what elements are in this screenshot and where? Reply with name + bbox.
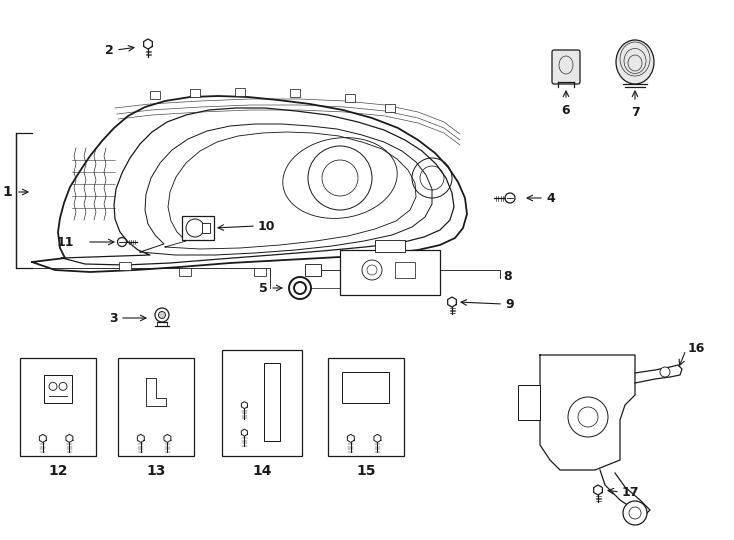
Circle shape — [623, 501, 647, 525]
Polygon shape — [594, 485, 603, 495]
Text: 9: 9 — [505, 298, 514, 310]
Bar — [150, 91, 160, 99]
Polygon shape — [540, 355, 635, 470]
Text: 4: 4 — [546, 192, 555, 205]
Ellipse shape — [616, 40, 654, 84]
Polygon shape — [164, 434, 171, 442]
Bar — [254, 268, 266, 276]
Bar — [328, 358, 404, 456]
Polygon shape — [32, 96, 467, 272]
Circle shape — [186, 219, 204, 237]
Bar — [385, 104, 395, 112]
Text: 3: 3 — [109, 312, 118, 325]
Text: 5: 5 — [259, 281, 268, 294]
Circle shape — [294, 282, 306, 294]
Text: 14: 14 — [252, 464, 272, 478]
Polygon shape — [241, 402, 247, 409]
Bar — [190, 89, 200, 97]
Bar — [375, 240, 405, 252]
Bar — [305, 264, 321, 276]
Polygon shape — [146, 379, 166, 406]
Bar — [264, 363, 280, 441]
Polygon shape — [66, 434, 73, 442]
Bar — [309, 265, 321, 273]
Text: 7: 7 — [631, 106, 639, 119]
Circle shape — [660, 367, 670, 377]
Bar — [182, 216, 214, 240]
Polygon shape — [241, 429, 247, 436]
Bar — [374, 258, 386, 266]
Bar — [202, 223, 210, 233]
Bar — [345, 94, 355, 102]
Bar — [179, 268, 191, 276]
Text: 17: 17 — [622, 485, 639, 498]
Text: 8: 8 — [503, 269, 512, 282]
Circle shape — [155, 308, 169, 322]
Polygon shape — [448, 297, 457, 307]
Bar — [20, 358, 96, 456]
Bar — [342, 372, 389, 403]
Circle shape — [117, 238, 126, 246]
Text: 13: 13 — [146, 464, 166, 478]
Polygon shape — [347, 434, 355, 442]
Text: 16: 16 — [688, 341, 705, 354]
Text: 1: 1 — [2, 185, 12, 199]
Polygon shape — [137, 434, 145, 442]
Circle shape — [289, 277, 311, 299]
Bar — [44, 375, 72, 403]
Text: 6: 6 — [562, 104, 570, 117]
Bar — [222, 350, 302, 456]
Bar — [395, 262, 415, 278]
FancyBboxPatch shape — [552, 50, 580, 84]
Text: 10: 10 — [258, 219, 275, 233]
Bar — [290, 89, 300, 97]
Text: 15: 15 — [356, 464, 376, 478]
Bar — [235, 88, 245, 96]
Polygon shape — [144, 39, 153, 49]
Circle shape — [159, 312, 165, 319]
Text: 2: 2 — [105, 44, 114, 57]
Bar — [118, 358, 194, 456]
Text: 11: 11 — [57, 235, 74, 248]
Bar — [518, 385, 540, 420]
Polygon shape — [374, 434, 381, 442]
Text: 12: 12 — [48, 464, 68, 478]
Polygon shape — [40, 434, 46, 442]
Circle shape — [505, 193, 515, 203]
Bar — [119, 262, 131, 270]
Bar — [340, 250, 440, 295]
